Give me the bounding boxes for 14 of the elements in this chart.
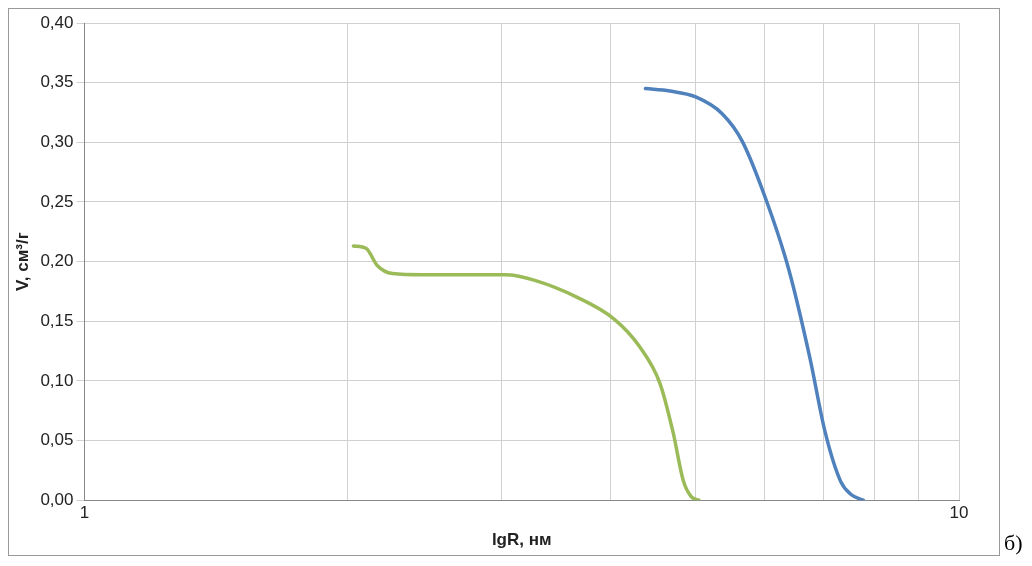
y-tick-label: 0,05	[40, 430, 74, 450]
x-axis-title: lgR, нм	[491, 530, 552, 550]
x-tick-label: 10	[949, 503, 969, 523]
y-tick-label: 0,20	[40, 251, 74, 271]
y-tick-label: 0,10	[40, 370, 74, 390]
y-tick-label: 0,35	[40, 72, 74, 92]
y-axis-title: V, см³/г	[12, 232, 32, 291]
y-tick-label: 0,15	[40, 310, 74, 330]
x-tick-label: 1	[79, 503, 90, 523]
text: б)	[1004, 530, 1023, 555]
y-tick-label: 0,25	[40, 191, 74, 211]
y-tick-label: 0,40	[40, 12, 74, 32]
y-tick-label: 0,30	[40, 131, 74, 151]
y-tick-label: 0,00	[40, 489, 74, 509]
